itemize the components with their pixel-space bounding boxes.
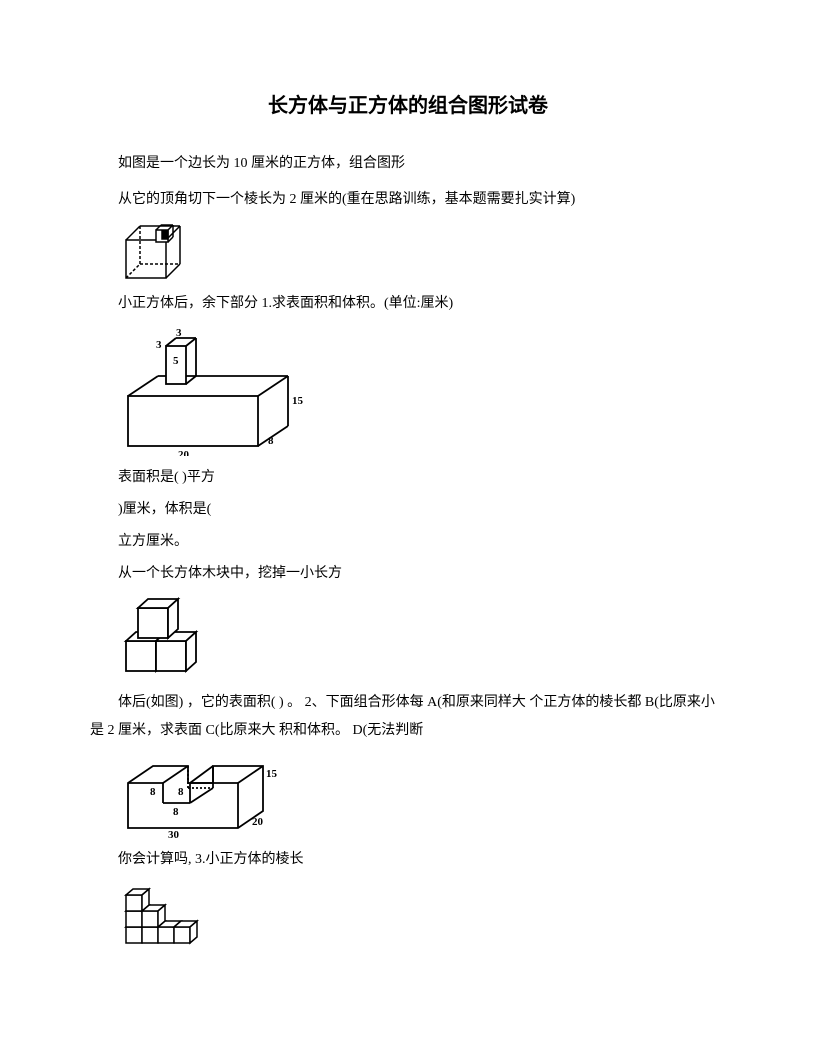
paragraph-6: 立方厘米。 (90, 528, 726, 556)
fig4-label-c: 8 (178, 786, 184, 798)
figure-cuboid-with-block: 3 3 5 15 8 20 (118, 326, 726, 456)
figure-cuboid-notch: 8 8 8 15 20 30 (118, 753, 726, 838)
paragraph-5: )厘米，体积是( (90, 496, 726, 524)
paragraph-9: 你会计算吗, 3.小正方体的棱长 (90, 846, 726, 874)
page-title: 长方体与正方体的组合图形试卷 (90, 90, 726, 122)
paragraph-3: 小正方体后，余下部分 1.求表面积和体积。(单位:厘米) (90, 290, 726, 318)
fig4-label-f: 30 (168, 829, 180, 838)
fig2-label-c: 5 (173, 355, 179, 367)
fig2-label-e: 8 (268, 435, 274, 447)
figure-cube-corner-cut (118, 222, 726, 282)
paragraph-1: 如图是一个边长为 10 厘米的正方体，组合图形 (90, 150, 726, 178)
fig4-label-a: 8 (150, 786, 156, 798)
fig2-label-b: 3 (156, 339, 162, 351)
fig2-label-f: 20 (178, 449, 190, 456)
paragraph-7: 从一个长方体木块中，挖掉一小长方 (90, 560, 726, 588)
fig4-label-d: 15 (266, 768, 278, 780)
paragraph-8: 体后(如图) ，它的表面积( ) 。 2、下面组合形体每 A(和原来同样大 个正… (90, 689, 726, 745)
fig2-label-a: 3 (176, 327, 182, 339)
figure-three-cubes (118, 596, 726, 681)
fig4-label-b: 8 (173, 806, 179, 818)
paragraph-2: 从它的顶角切下一个棱长为 2 厘米的(重在思路训练，基本题需要扎实计算) (90, 186, 726, 214)
paragraph-4: 表面积是( )平方 (90, 464, 726, 492)
figure-stacked-cubes (118, 882, 726, 952)
fig2-label-d: 15 (292, 395, 304, 407)
fig4-label-e: 20 (252, 816, 264, 828)
